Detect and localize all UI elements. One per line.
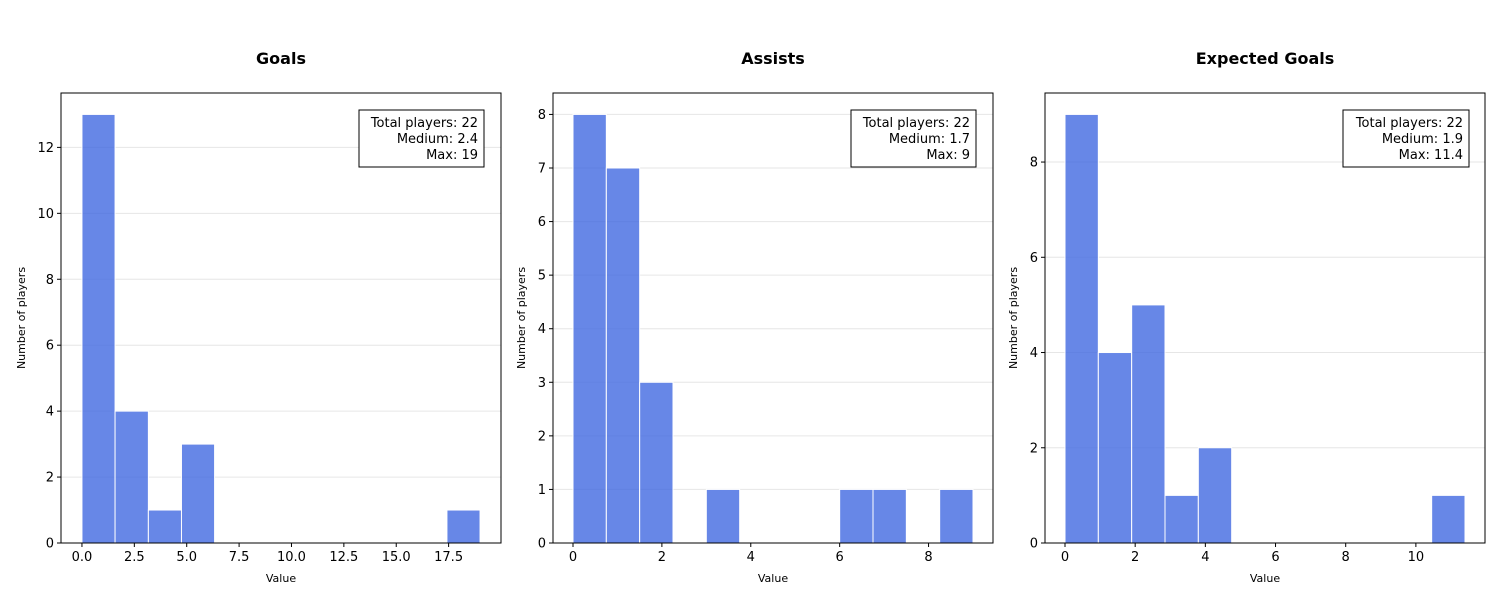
- histogram-bar: [1097, 352, 1133, 544]
- x-axis-label: Value: [1250, 572, 1280, 585]
- stat-max: Max: 19: [426, 148, 478, 163]
- histogram-bar: [1197, 447, 1233, 544]
- x-tick-label: 2: [658, 550, 666, 565]
- x-axis-label: Value: [758, 572, 788, 585]
- y-tick-label: 4: [1030, 346, 1038, 361]
- y-tick-label: 0: [1030, 537, 1038, 552]
- x-tick-label: 8: [1342, 550, 1350, 565]
- panel-title: Assists: [741, 49, 805, 68]
- histogram-bar: [872, 488, 907, 544]
- x-tick-label: 10: [1408, 550, 1425, 565]
- histogram-bar: [639, 381, 674, 544]
- stats-box: Total players: 22 Medium: 1.9 Max: 11.4: [1342, 109, 1470, 168]
- x-tick-label: 6: [1271, 550, 1279, 565]
- plot-area: 0.0 2.5 5.0 7.5 10.0 12.5 15.0 17.5 0 2 4 6 8 10 12: [37, 92, 502, 565]
- x-tick-label: 8: [924, 550, 932, 565]
- y-tick-label: 8: [538, 108, 546, 123]
- y-tick-label: 2: [1030, 441, 1038, 456]
- x-tick-label: 10.0: [277, 550, 306, 565]
- y-tick-label: 1: [538, 483, 546, 498]
- axes-frame: [552, 92, 994, 544]
- axes-frame: [1044, 92, 1486, 544]
- y-tick-label: 4: [46, 405, 54, 420]
- histogram-bar: [1164, 494, 1199, 544]
- histogram-bar: [147, 509, 182, 544]
- stat-total-players: Total players: 22: [862, 116, 970, 131]
- histogram-bar: [605, 167, 641, 544]
- histogram-bar: [1131, 304, 1166, 544]
- histogram-bar: [1431, 494, 1466, 544]
- y-tick-label: 4: [538, 322, 546, 337]
- stat-max: Max: 11.4: [1399, 148, 1463, 163]
- y-axis-label: Number of players: [515, 267, 528, 369]
- y-tick-label: 5: [538, 269, 546, 284]
- histogram-bar: [180, 443, 216, 544]
- x-tick-label: 4: [1201, 550, 1209, 565]
- stats-box: Total players: 22 Medium: 2.4 Max: 19: [358, 109, 485, 168]
- x-tick-label: 0: [1061, 550, 1069, 565]
- histogram-bar: [705, 488, 741, 544]
- x-tick-label: 15.0: [382, 550, 411, 565]
- stats-box: Total players: 22 Medium: 1.7 Max: 9: [850, 109, 977, 168]
- x-tick-label: 7.5: [229, 550, 250, 565]
- stats-box-frame: [850, 109, 977, 168]
- panel-goals: Goals 0.0 2.5 5.0 7.5 10.0 12.5 15.0 17.5 0 2 4 6 8 1…: [15, 49, 502, 585]
- stat-total-players: Total players: 22: [1355, 116, 1463, 131]
- stat-medium: Medium: 2.4: [397, 132, 478, 147]
- y-tick-label: 0: [538, 537, 546, 552]
- x-tick-label: 0: [569, 550, 577, 565]
- histogram-bar: [114, 410, 149, 544]
- stats-box-frame: [358, 109, 485, 168]
- y-tick-label: 12: [37, 141, 54, 156]
- panel-assists: Assists 0 2 4 6 8 0 1 2 3 4 5 6 7 8 Value Number of p…: [515, 49, 994, 585]
- x-tick-label: 4: [747, 550, 755, 565]
- histogram-bar: [81, 113, 116, 544]
- stat-max: Max: 9: [926, 148, 970, 163]
- x-axis-label: Value: [266, 572, 296, 585]
- panel-title: Goals: [256, 49, 306, 68]
- y-tick-label: 2: [46, 471, 54, 486]
- stat-total-players: Total players: 22: [370, 116, 478, 131]
- histogram-bar: [939, 488, 974, 544]
- x-tick-label: 6: [836, 550, 844, 565]
- y-tick-label: 0: [46, 537, 54, 552]
- y-axis-label: Number of players: [15, 267, 28, 369]
- y-tick-label: 3: [538, 376, 546, 391]
- histogram-bar: [572, 113, 607, 544]
- y-axis-label: Number of players: [1007, 267, 1020, 369]
- y-tick-label: 6: [1030, 251, 1038, 266]
- histogram-bar: [839, 488, 874, 544]
- y-tick-label: 6: [538, 215, 546, 230]
- x-tick-label: 5.0: [176, 550, 197, 565]
- plot-area: 0 2 4 6 8 0 1 2 3 4 5 6 7 8: [538, 92, 994, 565]
- x-tick-label: 12.5: [329, 550, 358, 565]
- y-tick-label: 10: [37, 207, 54, 222]
- y-tick-label: 6: [46, 339, 54, 354]
- x-tick-label: 2: [1131, 550, 1139, 565]
- stats-box-frame: [1342, 109, 1470, 168]
- panel-title: Expected Goals: [1196, 49, 1335, 68]
- y-tick-label: 8: [46, 273, 54, 288]
- x-tick-label: 17.5: [434, 550, 463, 565]
- axes-frame: [60, 92, 502, 544]
- panel-expected-goals: Expected Goals 0 2 4 6 8 10 0 2 4 6 8 Value Number…: [1007, 49, 1486, 585]
- histogram-bar: [1064, 113, 1099, 544]
- x-tick-label: 2.5: [124, 550, 145, 565]
- histogram-bar: [446, 509, 481, 544]
- y-tick-label: 2: [538, 429, 546, 444]
- x-tick-label: 0.0: [72, 550, 93, 565]
- y-tick-label: 8: [1030, 156, 1038, 171]
- y-tick-label: 7: [538, 162, 546, 177]
- stat-medium: Medium: 1.7: [889, 132, 970, 147]
- plot-area: 0 2 4 6 8 10 0 2 4 6 8: [1030, 92, 1486, 565]
- stat-medium: Medium: 1.9: [1382, 132, 1463, 147]
